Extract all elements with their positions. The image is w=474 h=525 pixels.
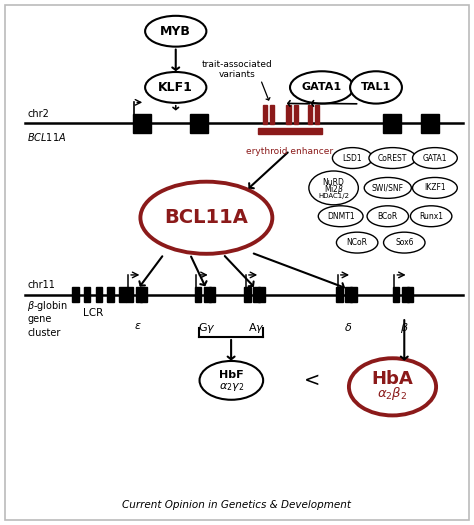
Text: chr2: chr2	[27, 109, 49, 119]
Text: NCoR: NCoR	[346, 238, 368, 247]
Bar	[84, 287, 91, 302]
Bar	[308, 106, 312, 124]
Text: $\alpha_2\beta_2$: $\alpha_2\beta_2$	[377, 385, 408, 402]
Ellipse shape	[364, 177, 411, 198]
Ellipse shape	[332, 148, 373, 169]
Text: G$\gamma$: G$\gamma$	[198, 321, 215, 335]
Text: GATA1: GATA1	[302, 82, 342, 92]
Text: $\delta$: $\delta$	[344, 321, 352, 333]
Bar	[263, 106, 267, 124]
Bar	[315, 106, 319, 124]
Bar	[126, 287, 133, 302]
Bar	[190, 114, 208, 133]
Ellipse shape	[337, 232, 378, 253]
Bar	[204, 287, 210, 302]
Text: Runx1: Runx1	[419, 212, 443, 220]
Text: <: <	[304, 371, 320, 390]
Bar	[108, 287, 114, 302]
Text: HbF: HbF	[219, 371, 244, 381]
Text: LSD1: LSD1	[343, 153, 362, 163]
Bar	[407, 287, 413, 302]
Ellipse shape	[369, 148, 416, 169]
Ellipse shape	[200, 361, 263, 400]
Text: GATA1: GATA1	[423, 153, 447, 163]
Ellipse shape	[367, 206, 409, 227]
Ellipse shape	[145, 72, 206, 103]
Text: $\varepsilon$: $\varepsilon$	[134, 321, 142, 331]
Bar	[254, 287, 260, 302]
Text: CoREST: CoREST	[378, 153, 407, 163]
Bar	[402, 287, 409, 302]
Text: LCR: LCR	[83, 308, 103, 318]
Text: Mi2$\beta$: Mi2$\beta$	[324, 183, 344, 196]
Bar	[421, 114, 438, 133]
Bar	[286, 106, 291, 124]
Text: Sox6: Sox6	[395, 238, 413, 247]
Ellipse shape	[140, 182, 273, 254]
Text: A$\gamma$: A$\gamma$	[247, 321, 264, 335]
Ellipse shape	[349, 358, 436, 415]
Bar	[119, 287, 126, 302]
Ellipse shape	[318, 206, 363, 227]
Text: $\beta$: $\beta$	[400, 321, 409, 335]
Text: gene: gene	[27, 314, 52, 324]
Bar	[336, 287, 343, 302]
Bar	[293, 106, 298, 124]
Text: IKZF1: IKZF1	[424, 183, 446, 192]
Text: SWI/SNF: SWI/SNF	[372, 183, 404, 192]
Bar	[383, 114, 401, 133]
Text: TAL1: TAL1	[361, 82, 391, 92]
Bar	[195, 287, 201, 302]
Text: $\beta$-globin: $\beta$-globin	[27, 299, 68, 313]
Bar	[270, 106, 274, 124]
Text: $\it{BCL11A}$: $\it{BCL11A}$	[27, 131, 67, 143]
Text: chr11: chr11	[27, 280, 55, 290]
Bar	[209, 287, 215, 302]
Text: Current Opinion in Genetics & Development: Current Opinion in Genetics & Developmen…	[122, 500, 352, 510]
Text: $\alpha_2\gamma_2$: $\alpha_2\gamma_2$	[219, 381, 244, 393]
Ellipse shape	[383, 232, 425, 253]
Text: BCL11A: BCL11A	[164, 208, 248, 227]
Text: cluster: cluster	[27, 328, 61, 338]
Ellipse shape	[145, 16, 206, 47]
Bar	[96, 287, 102, 302]
Bar	[392, 287, 399, 302]
Bar	[72, 287, 79, 302]
Ellipse shape	[290, 71, 354, 103]
Text: HDAC1/2: HDAC1/2	[318, 193, 349, 200]
Text: DNMT1: DNMT1	[327, 212, 355, 220]
Text: HbA: HbA	[372, 370, 413, 388]
Ellipse shape	[309, 171, 358, 205]
Ellipse shape	[350, 71, 402, 103]
Bar	[258, 287, 265, 302]
Ellipse shape	[412, 177, 457, 198]
Bar	[140, 287, 147, 302]
Text: NuRD: NuRD	[323, 178, 345, 187]
Ellipse shape	[412, 148, 457, 169]
Ellipse shape	[410, 206, 452, 227]
Text: erythroid enhancer: erythroid enhancer	[246, 147, 333, 156]
Bar	[350, 287, 357, 302]
Bar	[258, 128, 322, 134]
Bar	[133, 114, 151, 133]
Text: BCoR: BCoR	[378, 212, 398, 220]
Text: MYB: MYB	[160, 25, 191, 38]
Bar	[244, 287, 251, 302]
Bar	[136, 287, 142, 302]
Bar	[346, 287, 352, 302]
Text: KLF1: KLF1	[158, 81, 193, 94]
Text: trait-associated
variants: trait-associated variants	[201, 60, 273, 79]
